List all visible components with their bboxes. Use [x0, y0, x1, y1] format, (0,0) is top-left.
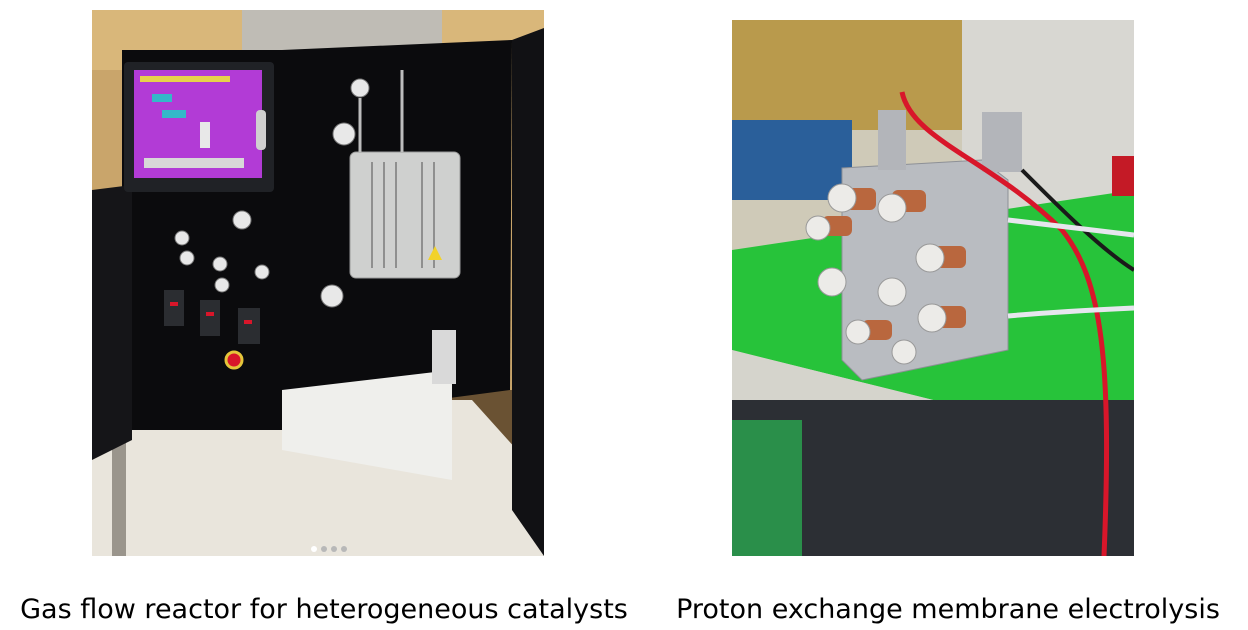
caption-gas-flow-reactor: Gas flow reactor for heterogeneous catal…: [20, 594, 628, 625]
electrolyzer-illustration: [732, 20, 1134, 556]
gas-flow-reactor-photo: [92, 10, 544, 556]
reactor-illustration: [92, 10, 544, 556]
caption-pem-electrolysis: Proton exchange membrane electrolysis: [676, 594, 1220, 625]
tube-furnace: [349, 151, 461, 279]
red-wire: [899, 91, 1110, 556]
emergency-stop-button: [224, 350, 244, 370]
clamping-bolts: [805, 183, 966, 365]
pem-electrolysis-photo: [732, 20, 1134, 556]
carousel-dots: [311, 546, 347, 552]
